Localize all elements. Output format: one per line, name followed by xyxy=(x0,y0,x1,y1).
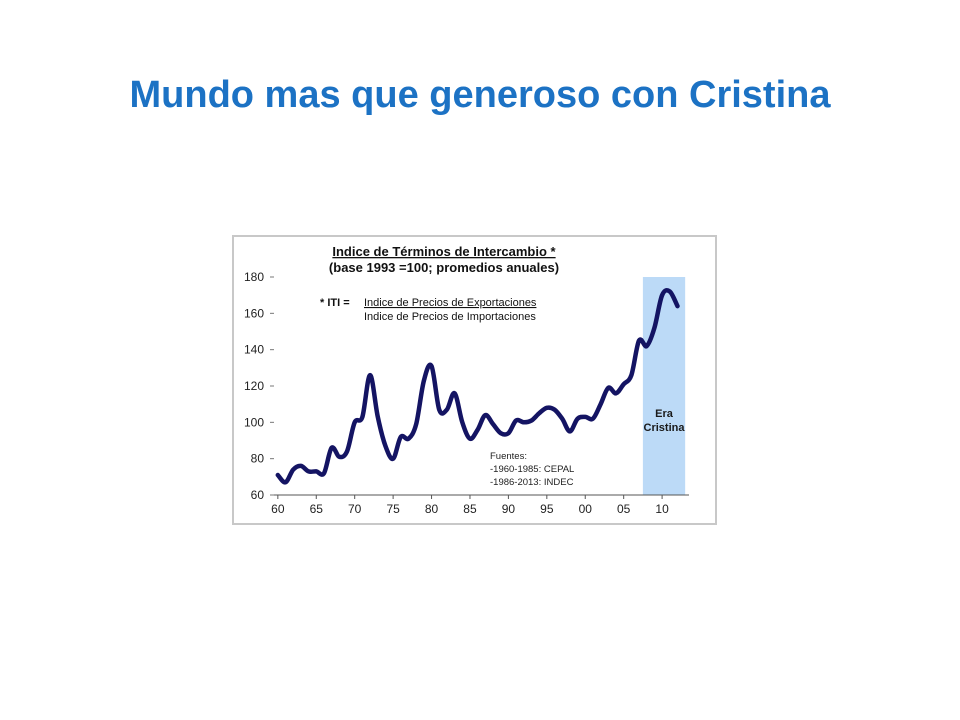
era-cristina-band xyxy=(642,277,686,495)
x-tick-label: 10 xyxy=(655,502,669,516)
y-tick-label: 120 xyxy=(244,379,264,393)
x-tick-label: 65 xyxy=(310,502,324,516)
terms-of-trade-chart: 60 80 100 120 140 160 180 60 65 70 75 80 85 90 95 00 05… xyxy=(244,244,689,516)
x-tick-label: 60 xyxy=(271,502,285,516)
era-cristina-label: Era xyxy=(655,408,674,420)
x-tick-label: 75 xyxy=(386,502,400,516)
y-tick-label: 160 xyxy=(244,306,264,320)
y-tick-label: 180 xyxy=(244,270,264,284)
source-indec: -1986-2013: INDEC xyxy=(490,477,574,488)
chart-subtitle: (base 1993 =100; promedios anuales) xyxy=(329,260,559,275)
x-tick-label: 90 xyxy=(502,502,516,516)
slide-title: Mundo mas que generoso con Cristina xyxy=(129,74,831,116)
x-tick-label: 95 xyxy=(540,502,554,516)
y-tick-label: 80 xyxy=(251,452,265,466)
sources-heading: Fuentes: xyxy=(490,451,527,462)
chart-title: Indice de Términos de Intercambio * xyxy=(332,244,556,259)
formula-lhs: * ITI = xyxy=(320,297,350,309)
y-tick-label: 100 xyxy=(244,415,264,429)
y-tick-label: 140 xyxy=(244,343,264,357)
era-cristina-label: Cristina xyxy=(644,422,686,434)
chart-frame: 60 80 100 120 140 160 180 60 65 70 75 80 85 90 95 00 05… xyxy=(232,235,717,525)
x-tick-label: 85 xyxy=(463,502,477,516)
formula-numerator: Indice de Precios de Exportaciones xyxy=(364,297,537,309)
y-tick-label: 60 xyxy=(251,488,265,502)
iti-series-line xyxy=(275,288,680,485)
x-tick-label: 00 xyxy=(579,502,593,516)
source-cepal: -1960-1985: CEPAL xyxy=(490,464,574,475)
x-tick-label: 80 xyxy=(425,502,439,516)
formula-denominator: Indice de Precios de Importaciones xyxy=(364,311,536,323)
x-tick-label: 05 xyxy=(617,502,631,516)
x-tick-label: 70 xyxy=(348,502,362,516)
